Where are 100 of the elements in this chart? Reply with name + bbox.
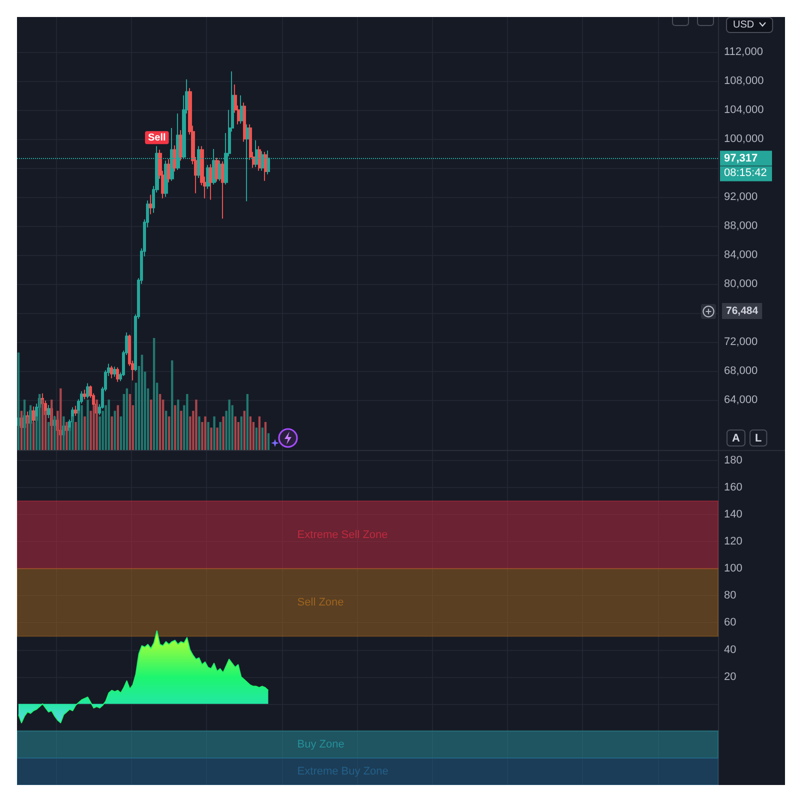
annotation: Sell: [148, 132, 166, 144]
bar: [150, 400, 152, 450]
bar: [204, 416, 206, 450]
bar: [86, 400, 89, 450]
candlestick: [86, 382, 89, 400]
bar: [258, 416, 261, 450]
bar: [60, 388, 62, 450]
bar: [158, 394, 162, 450]
y-tick-label: 112,000: [724, 46, 763, 58]
bar: [222, 416, 224, 450]
bar: [228, 400, 230, 450]
bar: [140, 354, 144, 450]
bar: [249, 416, 252, 450]
y-tick-label: 120: [724, 536, 742, 548]
bar: [50, 400, 53, 450]
candlestick: [258, 146, 261, 172]
y-tick-label: 88,000: [724, 220, 758, 232]
bar: [174, 405, 176, 450]
bar: [108, 400, 110, 450]
bar: [165, 410, 168, 450]
bar: [66, 422, 68, 450]
candlestick: [243, 102, 246, 142]
bar: [72, 416, 74, 450]
bar: [180, 410, 182, 450]
y-tick-label: 84,000: [724, 248, 758, 261]
bar: [23, 400, 26, 450]
bar: [152, 338, 156, 450]
bar: [96, 400, 98, 450]
bar: [168, 416, 170, 450]
candlestick: [209, 164, 213, 200]
text: 76,484: [726, 305, 758, 318]
bar: [26, 416, 29, 450]
candlestick: [221, 160, 225, 220]
bar: [261, 428, 264, 450]
bar: [32, 422, 35, 450]
y-tick-label: 100: [724, 562, 742, 575]
bar: [195, 400, 198, 450]
bar: [219, 422, 222, 450]
bar: [116, 405, 119, 450]
candlestick: [110, 365, 113, 379]
candlestick: [264, 151, 267, 182]
candlestick: [83, 389, 86, 400]
text: 08:15:42: [724, 166, 767, 179]
text: L: [755, 432, 762, 444]
bar: [62, 416, 65, 450]
candlestick: [116, 366, 119, 382]
candlestick: [47, 404, 50, 419]
y-tick-label: 108,000: [724, 74, 764, 87]
bar: [74, 422, 77, 450]
bar: [48, 422, 50, 450]
bar: [114, 410, 116, 450]
bar: [54, 416, 56, 450]
bar: [17, 352, 20, 450]
bar: [213, 416, 216, 450]
y-tick-label: 80,000: [724, 278, 758, 290]
bar: [80, 405, 83, 450]
y-tick-label: 92,000: [724, 190, 758, 203]
text: USD: [733, 20, 754, 30]
band-label: Sell Zone: [297, 596, 344, 608]
y-tick-label: 140: [724, 508, 742, 521]
bar: [177, 400, 180, 450]
bar: [20, 410, 23, 450]
ref-line-label: 97,317: [724, 152, 758, 164]
bar: [207, 422, 210, 450]
bar: [240, 416, 242, 450]
y-tick-label: 68,000: [724, 364, 758, 377]
bar: [110, 416, 113, 450]
text: A: [732, 432, 740, 444]
y-tick-label: 100,000: [724, 132, 764, 145]
band-label: Extreme Sell Zone: [297, 528, 388, 541]
y-tick-label: 180: [724, 454, 742, 466]
bar: [264, 422, 267, 450]
bar: [246, 394, 248, 450]
y-tick-label: 64,000: [724, 394, 758, 406]
bar: [255, 428, 258, 450]
bar: [29, 405, 32, 450]
bar: [210, 428, 212, 450]
candlestick: [149, 194, 152, 215]
bar: [234, 416, 236, 450]
bar: [38, 394, 41, 450]
bar: [128, 394, 132, 450]
y-tick-label: 60: [724, 616, 736, 629]
bar: [84, 416, 86, 450]
bar: [42, 400, 44, 450]
bar: [171, 360, 174, 450]
candlestick: [74, 405, 77, 416]
bar: [243, 410, 246, 450]
bar: [186, 394, 188, 450]
y-tick-label: 40: [724, 644, 736, 656]
bar: [126, 388, 128, 450]
y-tick-label: 160: [724, 482, 742, 494]
y-tick-label: 80: [724, 590, 736, 602]
y-tick-label: 104,000: [724, 104, 764, 116]
bar: [216, 428, 218, 450]
bar: [198, 416, 200, 450]
band-label: Buy Zone: [297, 738, 344, 750]
candlestick: [113, 366, 116, 378]
y-tick-label: 20: [724, 670, 736, 683]
y-tick-label: 72,000: [724, 336, 758, 348]
candlestick: [240, 94, 243, 124]
